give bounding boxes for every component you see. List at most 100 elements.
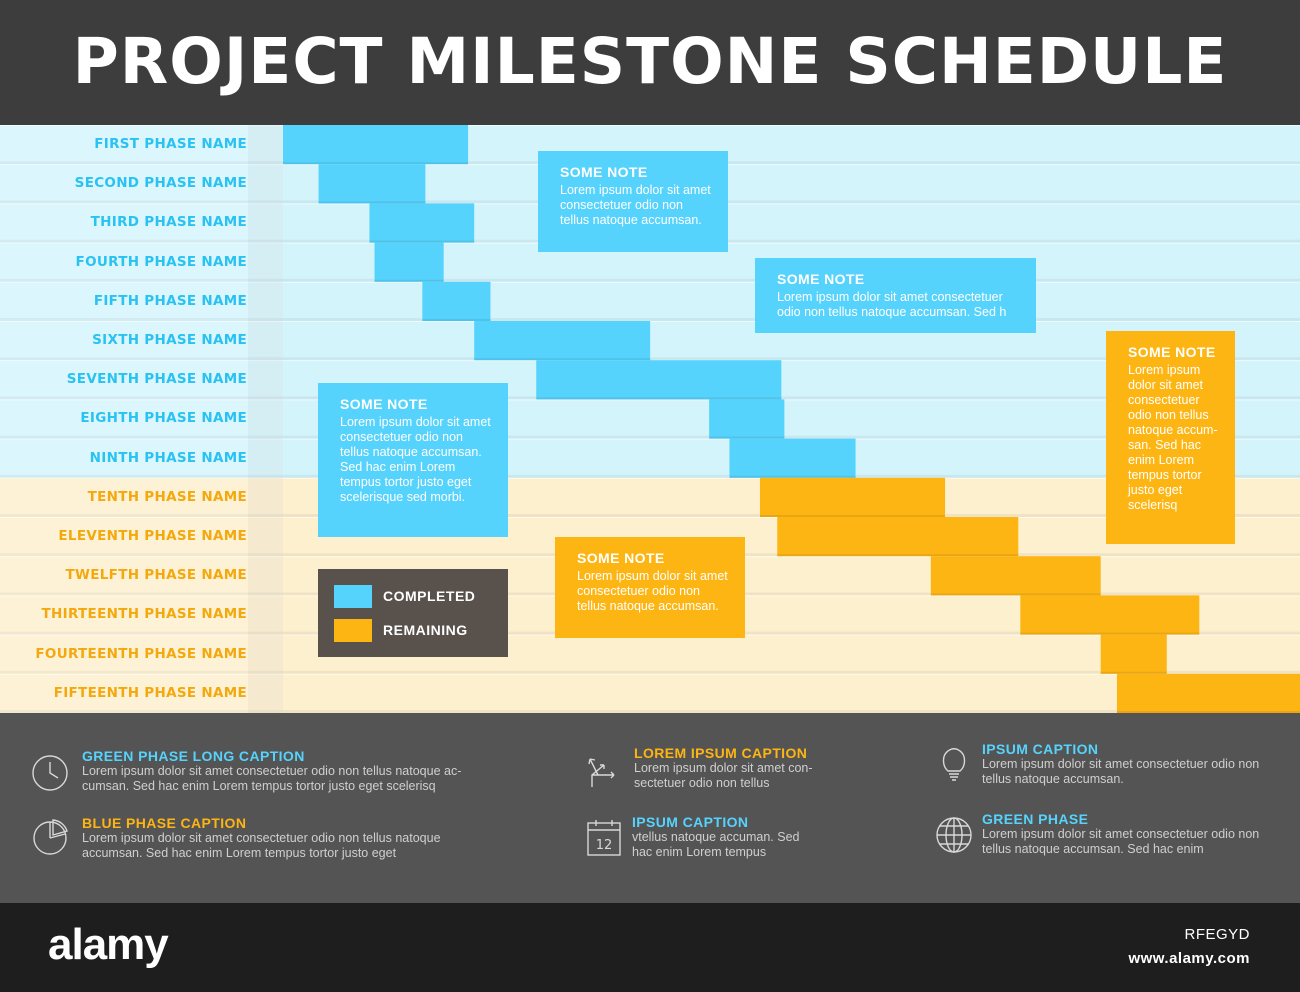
- caption-block: GREEN PHASE LONG CAPTION Lorem ipsum dol…: [82, 748, 502, 794]
- gantt-bar: [930, 556, 1101, 596]
- phase-label: FIFTEENTH PHASE NAME: [53, 684, 247, 701]
- header-banner: PROJECT MILESTONE SCHEDULE: [0, 0, 1300, 125]
- caption-block: BLUE PHASE CAPTION Lorem ipsum dolor sit…: [82, 815, 462, 861]
- caption-title: GREEN PHASE: [982, 811, 1089, 827]
- note-title: SOME NOTE: [560, 164, 648, 180]
- legend-label-completed: COMPLETED: [383, 588, 476, 604]
- row-background: [0, 281, 1300, 322]
- gantt-bar-shadow: [536, 397, 782, 400]
- caption-block: LOREM IPSUM CAPTION Lorem ipsum dolor si…: [634, 745, 834, 791]
- note-box: SOME NOTE Lorem ipsum dolor sit amet con…: [538, 151, 728, 252]
- note-text: Lorem ipsum dolor sit amet consectetuer …: [340, 415, 491, 504]
- caption-block: GREEN PHASE Lorem ipsum dolor sit amet c…: [982, 811, 1262, 857]
- phase-label: NINTH PHASE NAME: [89, 449, 247, 466]
- note-text: Lorem ipsum dolor sit amet consectetuer …: [1128, 363, 1218, 512]
- caption-text: Lorem ipsum dolor sit amet consectetuer …: [82, 764, 462, 793]
- gantt-bar-shadow: [369, 240, 475, 243]
- gantt-bar-shadow: [318, 201, 426, 204]
- gantt-bar: [536, 360, 782, 400]
- note-box: SOME NOTE Lorem ipsum dolor sit amet con…: [555, 537, 745, 638]
- gantt-bar-shadow: [283, 162, 469, 165]
- gantt-bar-shadow: [777, 554, 1019, 557]
- branding-bar: [0, 903, 1300, 992]
- row-highlight: [0, 673, 1300, 675]
- gantt-bar: [369, 203, 475, 243]
- caption-title: IPSUM CAPTION: [982, 741, 1099, 757]
- image-id: RFEGYD: [1184, 926, 1250, 943]
- gantt-bar: [1020, 595, 1200, 635]
- gantt-bar: [777, 517, 1019, 557]
- row-shadow: [0, 474, 1300, 478]
- caption-block: IPSUM CAPTION Lorem ipsum dolor sit amet…: [982, 741, 1262, 787]
- phase-label: TENTH PHASE NAME: [87, 488, 247, 505]
- clock-icon: [32, 755, 68, 791]
- caption-text: Lorem ipsum dolor sit amet consectetuer …: [982, 827, 1260, 856]
- phase-label: SECOND PHASE NAME: [74, 175, 247, 192]
- phase-label: FOURTH PHASE NAME: [75, 253, 247, 270]
- row-highlight: [0, 125, 1300, 126]
- row-highlight: [0, 281, 1300, 283]
- row-highlight: [0, 438, 1300, 440]
- gantt-bar: [283, 125, 469, 165]
- gantt-bar-shadow: [759, 515, 946, 517]
- caption-title: IPSUM CAPTION: [632, 814, 749, 830]
- phase-label: FIFTH PHASE NAME: [93, 292, 247, 309]
- site-url: www.alamy.com: [1128, 950, 1250, 967]
- gantt-bar: [759, 477, 946, 517]
- note-title: SOME NOTE: [777, 271, 865, 287]
- row-shadow: [0, 710, 1300, 713]
- row-shadow: [0, 435, 1300, 439]
- lightbulb-icon: [942, 748, 966, 781]
- note-text: Lorem ipsum dolor sit amet consectetuer …: [560, 183, 711, 227]
- phase-label: SEVENTH PHASE NAME: [66, 371, 247, 388]
- globe-icon: [936, 817, 972, 853]
- legend-label-remaining: REMAINING: [383, 622, 468, 638]
- phase-label: EIGHTH PHASE NAME: [80, 410, 247, 427]
- row-shadow: [0, 514, 1300, 517]
- gantt-chart-area: FIRST PHASE NAME SECOND PHASE NAME THIRD P…: [0, 125, 1300, 713]
- calendar-icon: 12: [587, 820, 621, 856]
- note-box: SOME NOTE Lorem ipsum dolor sit amet con…: [1106, 331, 1235, 544]
- caption-text: Lorem ipsum dolor sit amet con-sectetuer…: [634, 761, 813, 790]
- caption-title: BLUE PHASE CAPTION: [82, 815, 247, 831]
- legend-swatch-completed: [334, 585, 372, 608]
- phase-label: THIRTEENTH PHASE NAME: [41, 606, 247, 623]
- row-shadow: [0, 670, 1300, 674]
- caption-text: Lorem ipsum dolor sit amet consectetuer …: [82, 831, 441, 860]
- note-box: SOME NOTE Lorem ipsum dolor sit amet con…: [318, 383, 508, 537]
- caption-block: IPSUM CAPTION vtellus natoque accuman. S…: [632, 814, 812, 860]
- caption-title: GREEN PHASE LONG CAPTION: [82, 748, 305, 764]
- chart-legend: COMPLETED REMAINING: [318, 569, 508, 657]
- row-background: [0, 477, 1300, 518]
- gantt-bar-shadow: [1116, 711, 1300, 713]
- legend-swatch-remaining: [334, 619, 372, 642]
- gantt-bar: [374, 242, 444, 282]
- gantt-bar-shadow: [374, 279, 444, 282]
- note-text: Lorem ipsum dolor sit amet consectetuer …: [577, 569, 728, 613]
- caption-text: Lorem ipsum dolor sit amet consectetuer …: [982, 757, 1260, 786]
- gantt-bar: [474, 321, 651, 361]
- gantt-bar: [1100, 634, 1167, 674]
- gantt-bar-shadow: [474, 358, 651, 361]
- caption-title: LOREM IPSUM CAPTION: [634, 745, 808, 761]
- phase-label: THIRD PHASE NAME: [90, 214, 247, 231]
- row-background: [0, 438, 1300, 479]
- brand-logo: alamy: [48, 920, 169, 969]
- gantt-bar: [729, 438, 856, 478]
- gantt-bar-shadow: [1100, 671, 1167, 674]
- gantt-bar: [422, 281, 491, 321]
- phase-label: TWELFTH PHASE NAME: [65, 567, 247, 584]
- row-highlight: [0, 517, 1300, 518]
- arrows-icon: [588, 758, 615, 787]
- note-title: SOME NOTE: [340, 396, 428, 412]
- calendar-day: 12: [596, 838, 613, 853]
- phase-label: ELEVENTH PHASE NAME: [58, 528, 247, 544]
- page-title: PROJECT MILESTONE SCHEDULE: [72, 25, 1228, 98]
- note-text: Lorem ipsum dolor sit amet consectetuer …: [777, 290, 1007, 319]
- gantt-bar: [709, 399, 785, 439]
- gantt-bar-shadow: [709, 436, 785, 439]
- label-column-tint: [0, 125, 283, 713]
- note-box: SOME NOTE Lorem ipsum dolor sit amet con…: [755, 258, 1036, 333]
- gantt-bar-shadow: [729, 475, 856, 478]
- note-title: SOME NOTE: [577, 550, 665, 566]
